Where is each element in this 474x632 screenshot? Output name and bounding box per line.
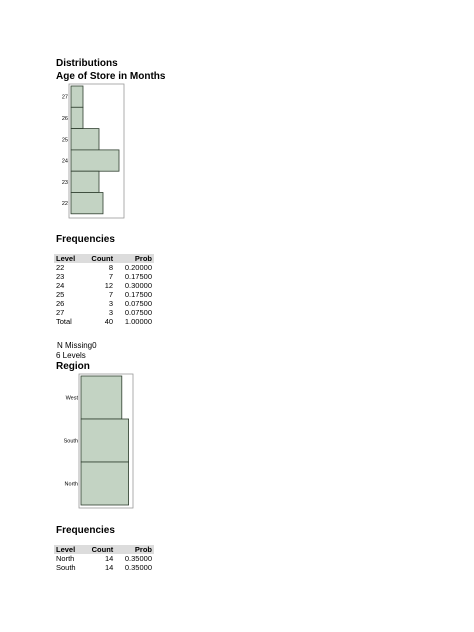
col-count: Count: [83, 545, 116, 554]
cell-level: 24: [56, 281, 65, 290]
cell-count: 40: [104, 317, 114, 326]
region-tick-label: North: [65, 482, 78, 488]
region-bar: [80, 418, 129, 463]
cell-level: South: [56, 563, 76, 572]
col-count: Count: [82, 254, 116, 263]
age-bar: [70, 170, 100, 193]
age-tick-label: 25: [62, 137, 68, 143]
n-missing-text: N Missing0: [57, 341, 97, 350]
table-row: 23 7 0.17500: [54, 272, 154, 281]
cell-level: Total: [56, 317, 72, 326]
cell-prob: 0.35000: [124, 554, 152, 563]
region-freq-heading: Frequencies: [56, 525, 115, 536]
age-bar: [70, 149, 120, 172]
table-row: North 14 0.35000: [54, 554, 154, 563]
cell-level: 25: [56, 290, 65, 299]
region-heading: Region: [56, 361, 90, 372]
age-bar: [70, 128, 100, 151]
table-row: South 14 0.35000: [54, 563, 154, 572]
cell-count: 7: [108, 290, 114, 299]
region-tick-label: West: [66, 396, 79, 402]
cell-prob: 0.20000: [124, 263, 152, 272]
page-title: Distributions: [56, 58, 118, 69]
region-tick-label: South: [64, 439, 78, 445]
col-prob: Prob: [115, 545, 154, 554]
cell-count: 14: [104, 563, 114, 572]
table-row: 24 12 0.30000: [54, 281, 154, 290]
age-tick-label: 26: [62, 116, 68, 122]
age-tick-label: 23: [62, 180, 68, 186]
cell-prob: 1.00000: [124, 317, 152, 326]
age-tick-label: 27: [62, 95, 68, 101]
table-row: 22 8 0.20000: [54, 263, 154, 272]
region-chart: West South North: [64, 373, 134, 509]
age-freq-heading: Frequencies: [56, 234, 115, 245]
cell-count: 8: [108, 263, 114, 272]
cell-level: North: [56, 554, 75, 563]
col-level: Level: [54, 254, 83, 263]
cell-count: 14: [104, 554, 114, 563]
table-header-row: Level Count Prob: [54, 254, 154, 263]
age-bar: [70, 192, 104, 215]
cell-prob: 0.35000: [124, 563, 152, 572]
cell-prob: 0.07500: [124, 299, 152, 308]
age-chart: 27 26 25 24 23 22: [62, 83, 125, 219]
cell-prob: 0.17500: [124, 272, 152, 281]
table-header-row: Level Count Prob: [54, 545, 154, 554]
cell-prob: 0.07500: [124, 308, 152, 317]
cell-prob: 0.17500: [124, 290, 152, 299]
age-tick-label: 24: [62, 159, 68, 165]
region-bar: [80, 375, 123, 420]
age-chart-frame: [68, 83, 125, 219]
cell-level: 23: [56, 272, 65, 281]
cell-count: 3: [108, 299, 114, 308]
cell-count: 3: [108, 308, 114, 317]
age-bar: [70, 85, 84, 108]
cell-count: 12: [104, 281, 114, 290]
region-freq-table: Level Count Prob North 14 0.35000 South 14 0.…: [54, 545, 154, 572]
age-freq-table: Level Count Prob 22 8 0.20000 23 7 0.17500 24 1…: [54, 254, 154, 326]
col-level: Level: [54, 545, 84, 554]
cell-level: 22: [56, 263, 65, 272]
table-row: 25 7 0.17500: [54, 290, 154, 299]
cell-count: 7: [108, 272, 114, 281]
cell-level: 27: [56, 308, 65, 317]
table-row: 27 3 0.07500: [54, 308, 154, 317]
age-heading: Age of Store in Months: [56, 71, 166, 82]
cell-level: 26: [56, 299, 65, 308]
age-tick-label: 22: [62, 201, 68, 207]
table-row: Total 40 1.00000: [54, 317, 154, 326]
cell-prob: 0.30000: [124, 281, 152, 290]
levels-text: 6 Levels: [56, 351, 86, 360]
age-bar: [70, 106, 84, 129]
region-bar: [80, 461, 129, 506]
col-prob: Prob: [115, 254, 154, 263]
region-chart-frame: [78, 373, 134, 509]
table-row: 26 3 0.07500: [54, 299, 154, 308]
